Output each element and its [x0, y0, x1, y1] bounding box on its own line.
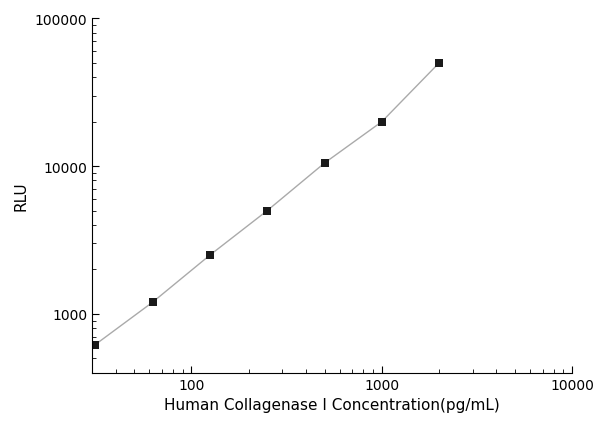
X-axis label: Human Collagenase I Concentration(pg/mL): Human Collagenase I Concentration(pg/mL) [164, 397, 500, 412]
Point [434, 60, 444, 67]
Point [91, 341, 100, 348]
Y-axis label: RLU: RLU [14, 181, 29, 211]
Point [205, 252, 215, 259]
Point [377, 119, 387, 126]
Point [320, 160, 330, 167]
Point [262, 208, 272, 215]
Point [148, 299, 157, 306]
